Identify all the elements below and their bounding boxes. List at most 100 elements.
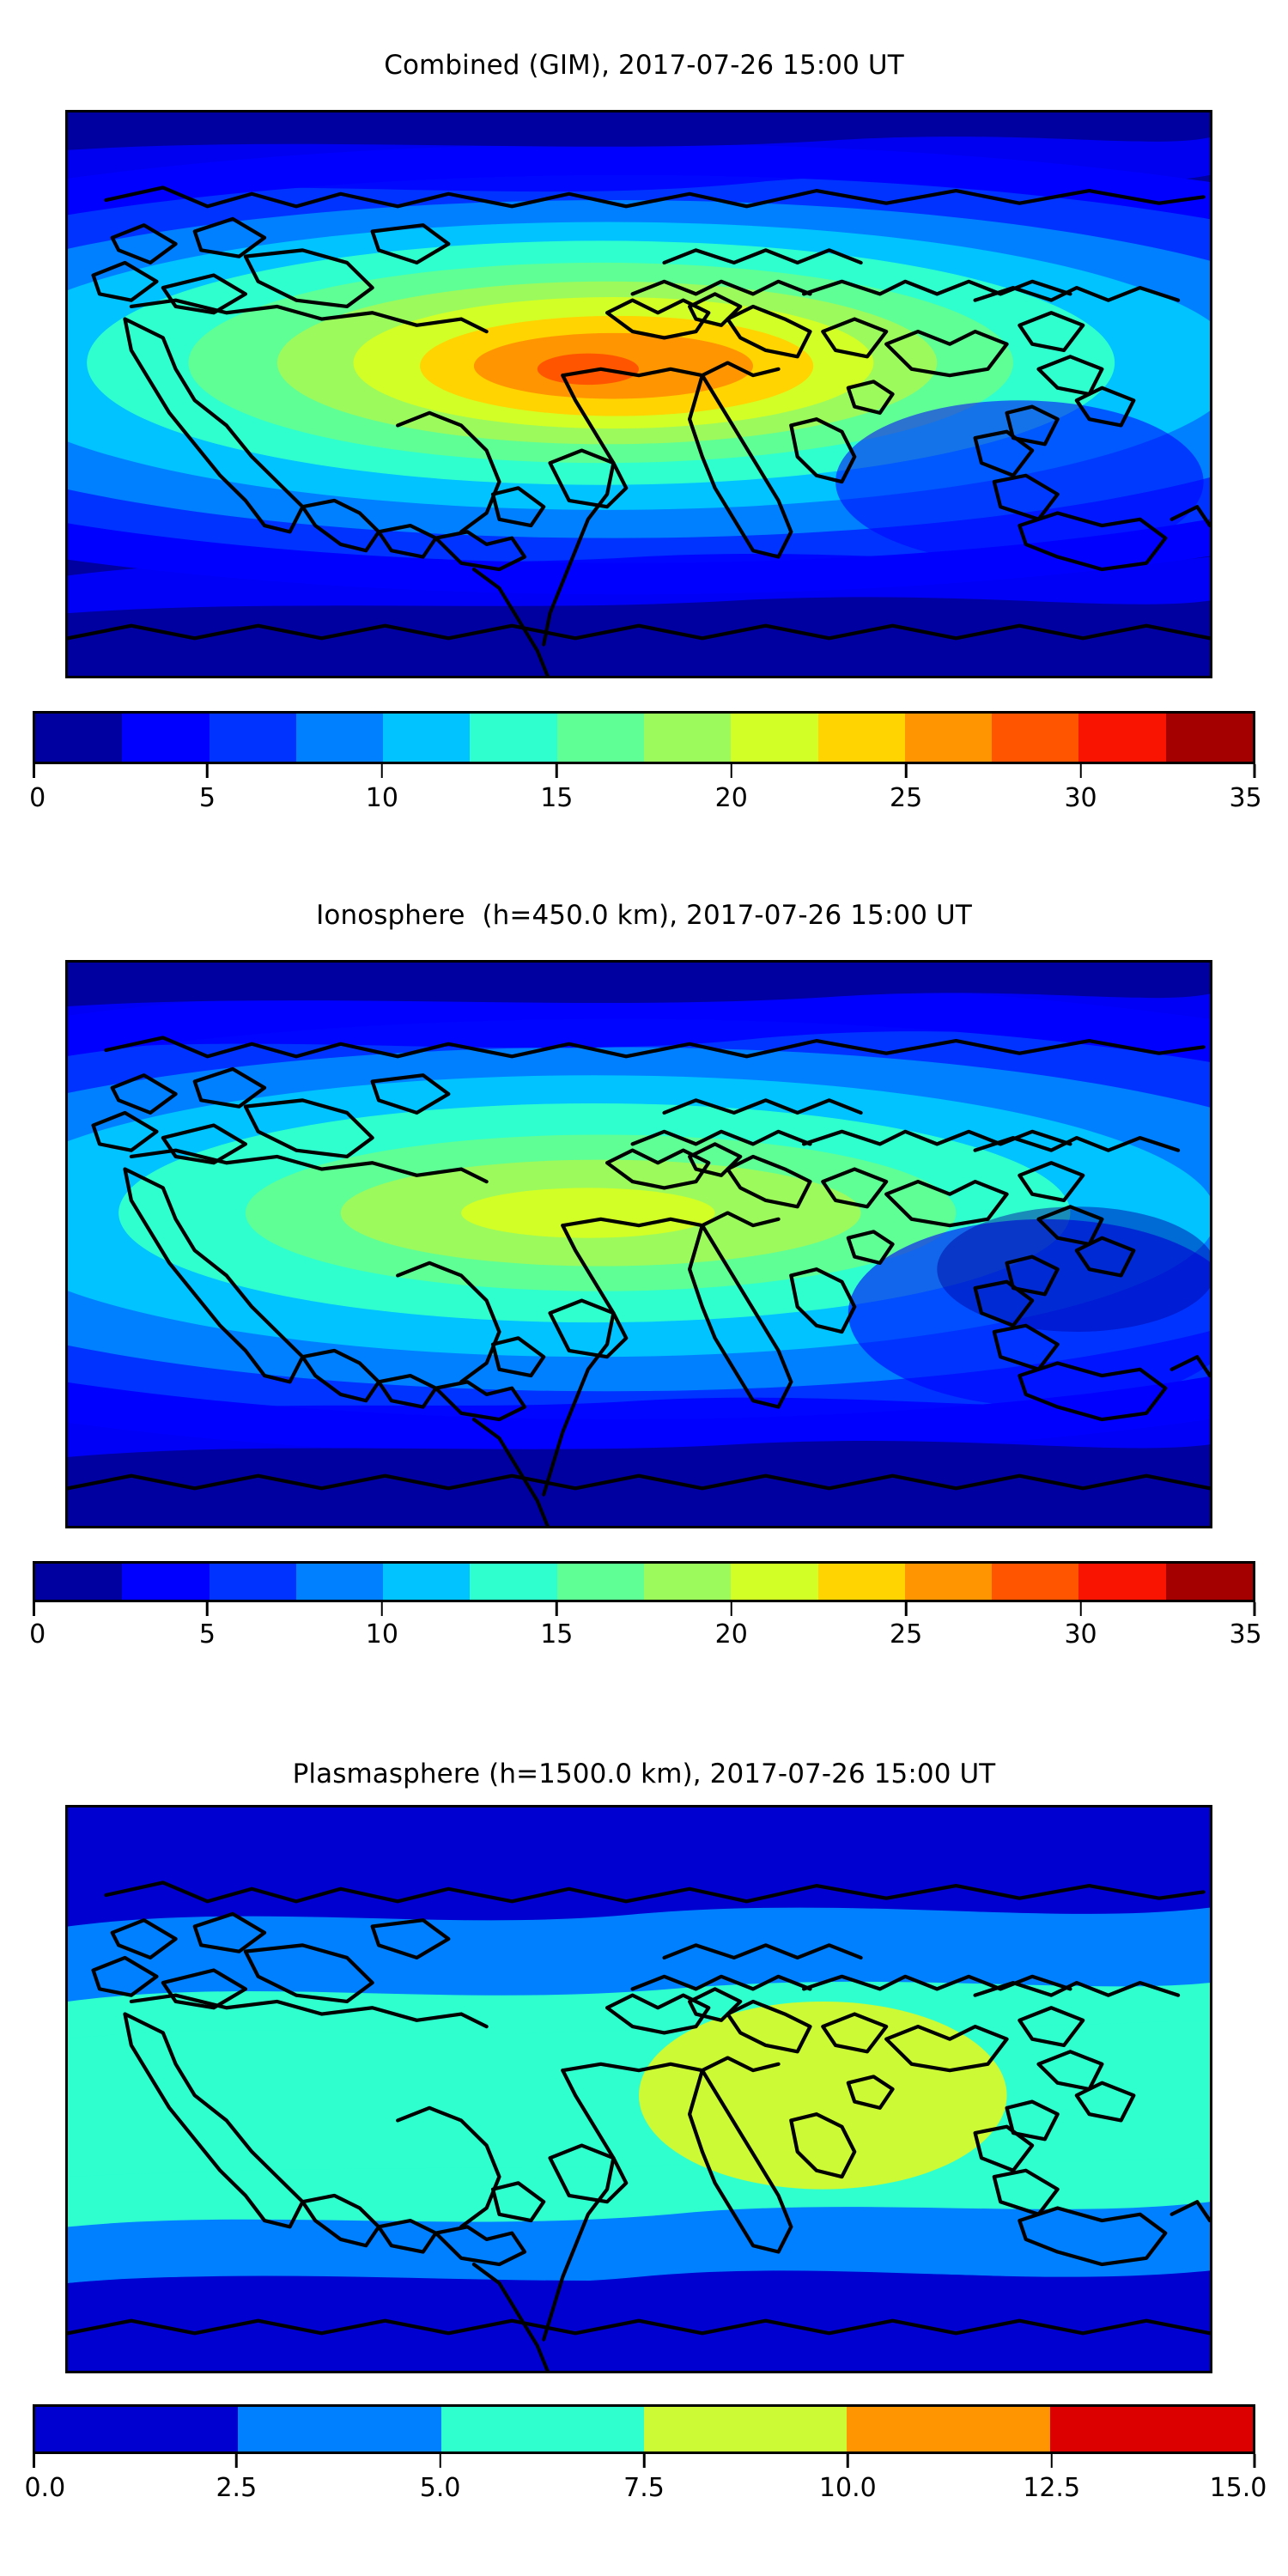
colorbar-band [383, 1564, 471, 1600]
map-plasmasphere-field [68, 1807, 1210, 2371]
colorbar-band [122, 1564, 210, 1600]
colorbar-band [817, 1564, 905, 1600]
colorbar-tick-label: 10 [365, 1619, 398, 1649]
colorbar-band [35, 714, 123, 762]
colorbar-tick-label: 0.0 [24, 2473, 66, 2503]
colorbar-tick-label: 15 [540, 783, 574, 813]
colorbar-tick [904, 1602, 908, 1616]
colorbar-band [1078, 714, 1166, 762]
colorbar-band [209, 714, 296, 762]
colorbar-tick [730, 1602, 732, 1616]
colorbar-band [643, 714, 732, 762]
map-combined-field [68, 112, 1210, 676]
map-ionosphere [65, 960, 1212, 1528]
colorbar-combined-ticks [33, 764, 1255, 780]
colorbar-band [847, 2407, 1050, 2451]
colorbar-tick-label: 0 [29, 1619, 46, 1649]
colorbar-combined-labels: 0 5 10 15 20 25 30 35 [29, 783, 1261, 817]
colorbar-combined-strip [33, 711, 1255, 764]
colorbar-band [992, 714, 1079, 762]
colorbar-tick [33, 1602, 35, 1616]
colorbar-band [1049, 2407, 1253, 2451]
colorbar-band [817, 714, 905, 762]
colorbar-tick-label: 0 [29, 783, 46, 813]
colorbar-band [470, 714, 557, 762]
panel-plasmasphere: Plasmasphere (h=1500.0 km), 2017-07-26 1… [0, 1717, 1288, 2576]
colorbar-band [1078, 1564, 1166, 1600]
colorbar-tick-label: 5 [198, 783, 216, 813]
colorbar-band [556, 714, 644, 762]
panel-ionosphere: Ionosphere (h=450.0 km), 2017-07-26 15:0… [0, 850, 1288, 1717]
colorbar-tick [33, 764, 35, 778]
colorbar-tick [235, 2454, 238, 2468]
colorbar-tick [730, 764, 732, 778]
colorbar-tick [380, 1602, 384, 1616]
colorbar-band [731, 1564, 818, 1600]
colorbar-band [35, 2407, 239, 2451]
colorbar-tick [1253, 764, 1255, 778]
colorbar-ionosphere-labels: 0 5 10 15 20 25 30 35 [29, 1619, 1261, 1654]
panel-title-plasmasphere: Plasmasphere (h=1500.0 km), 2017-07-26 1… [292, 1759, 996, 1789]
colorbar-band [556, 1564, 644, 1600]
colorbar-band [35, 1564, 123, 1600]
colorbar-tick-label: 7.5 [623, 2473, 665, 2503]
colorbar-tick-label: 10.0 [818, 2473, 877, 2503]
colorbar-tick [1050, 2454, 1053, 2468]
colorbar-band [904, 714, 993, 762]
colorbar-tick-label: 15 [540, 1619, 574, 1649]
colorbar-band [1165, 1564, 1253, 1600]
colorbar-tick [33, 2454, 35, 2468]
colorbar-tick-label: 25 [890, 1619, 923, 1649]
colorbar-tick-label: 20 [714, 1619, 748, 1649]
colorbar-band [992, 1564, 1079, 1600]
colorbar-combined: 0 5 10 15 20 25 30 35 [29, 711, 1262, 813]
colorbar-plasmasphere: 0.0 2.5 5.0 7.5 10.0 12.5 15.0 [24, 2404, 1267, 2503]
colorbar-tick [1253, 2454, 1255, 2468]
colorbar-tick [1079, 764, 1082, 778]
colorbar-band [295, 714, 384, 762]
colorbar-band [643, 1564, 732, 1600]
colorbar-plasmasphere-ticks [33, 2454, 1255, 2470]
colorbar-band [238, 2407, 441, 2451]
map-combined-gim [65, 110, 1212, 678]
colorbar-tick-label: 20 [714, 783, 748, 813]
map-ionosphere-field [68, 963, 1210, 1526]
panel-combined-gim: Combined (GIM), 2017-07-26 15:00 UT [0, 0, 1288, 859]
colorbar-band [904, 1564, 993, 1600]
colorbar-tick-label: 35 [1229, 783, 1262, 813]
colorbar-band [209, 1564, 296, 1600]
colorbar-tick [1253, 1602, 1255, 1616]
colorbar-band [470, 1564, 557, 1600]
contour-field-ionosphere [68, 963, 1210, 1526]
panel-title-ionosphere: Ionosphere (h=450.0 km), 2017-07-26 15:0… [316, 900, 972, 931]
colorbar-tick-label: 5 [198, 1619, 216, 1649]
colorbar-tick-label: 2.5 [216, 2473, 258, 2503]
map-plasmasphere [65, 1805, 1212, 2373]
colorbar-tick-label: 30 [1064, 1619, 1097, 1649]
colorbar-band [295, 1564, 384, 1600]
colorbar-plasmasphere-strip [33, 2404, 1255, 2454]
colorbar-tick-label: 35 [1229, 1619, 1262, 1649]
colorbar-tick [1079, 1602, 1082, 1616]
colorbar-band [731, 714, 818, 762]
colorbar-tick-label: 12.5 [1023, 2473, 1081, 2503]
colorbar-tick [206, 1602, 209, 1616]
colorbar-tick [556, 764, 558, 778]
contour-field-combined [68, 112, 1210, 676]
colorbar-tick [206, 764, 209, 778]
colorbar-tick [439, 2454, 441, 2468]
colorbar-ionosphere-ticks [33, 1602, 1255, 1618]
colorbar-band [383, 714, 471, 762]
colorbar-tick-label: 25 [890, 783, 923, 813]
colorbar-tick [904, 764, 908, 778]
colorbar-tick-label: 30 [1064, 783, 1097, 813]
colorbar-band [122, 714, 210, 762]
colorbar-band [643, 2407, 848, 2451]
colorbar-ionosphere: 0 5 10 15 20 25 30 35 [29, 1561, 1262, 1649]
colorbar-tick [847, 2454, 849, 2468]
colorbar-tick-label: 15.0 [1209, 2473, 1267, 2503]
colorbar-tick-label: 10 [365, 783, 398, 813]
contour-field-plasmasphere [68, 1807, 1210, 2371]
colorbar-band [440, 2407, 644, 2451]
panel-title-combined: Combined (GIM), 2017-07-26 15:00 UT [384, 50, 904, 81]
